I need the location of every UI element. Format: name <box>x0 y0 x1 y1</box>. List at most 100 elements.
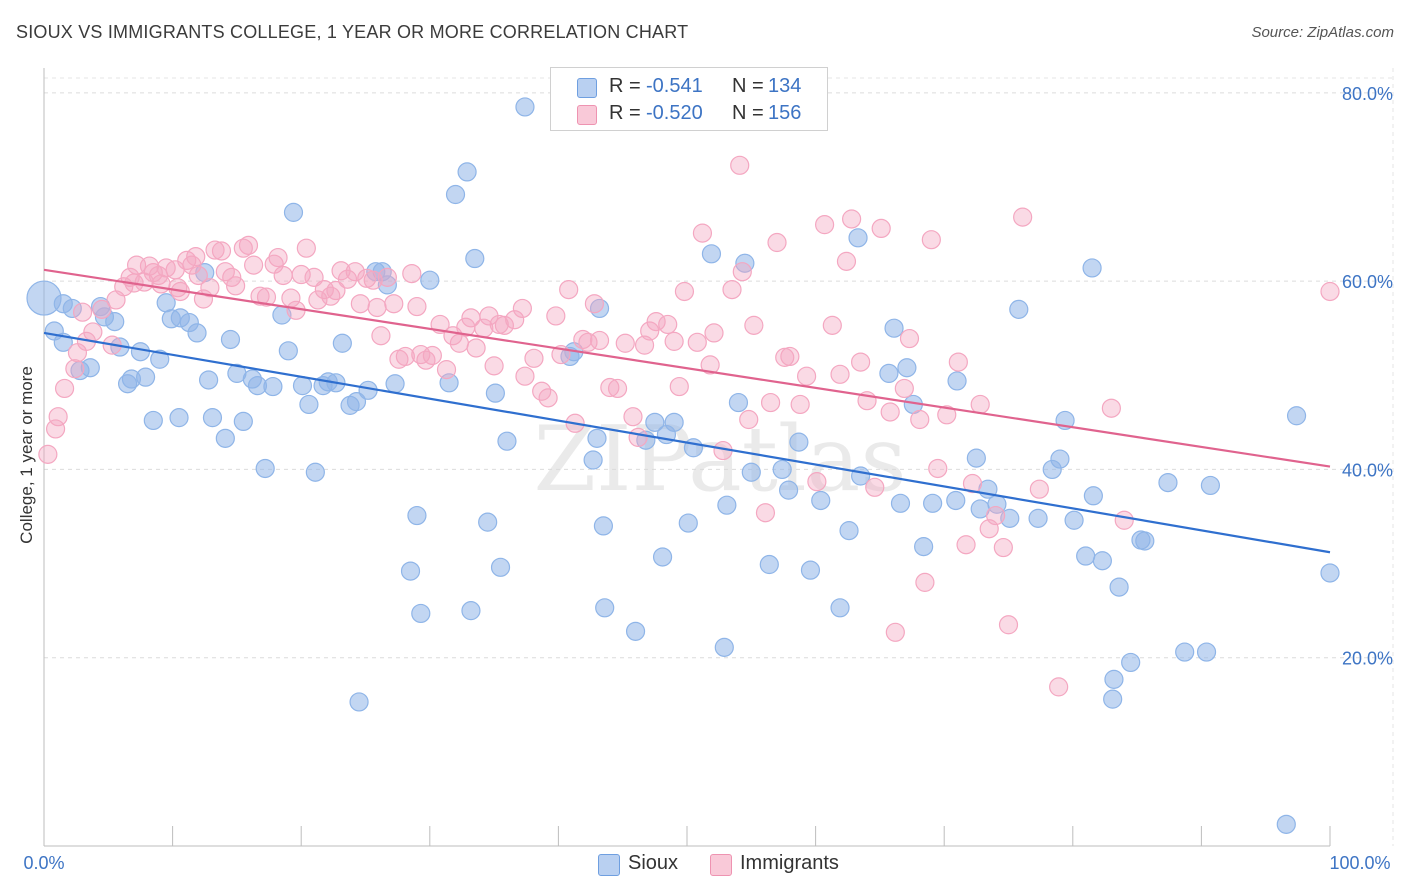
immigrants-point <box>1114 510 1134 530</box>
immigrants-point <box>244 255 264 275</box>
immigrants-point <box>1320 281 1340 302</box>
sioux-point <box>1000 508 1020 528</box>
sioux-point <box>1276 814 1296 834</box>
immigrants-point <box>1049 677 1069 697</box>
immigrants-point <box>304 267 324 287</box>
sioux-point <box>377 275 397 295</box>
immigrants-point <box>436 360 457 380</box>
immigrants-point <box>1029 479 1049 499</box>
sioux-point <box>1050 449 1070 469</box>
sioux-point <box>187 323 207 343</box>
immigrants-point <box>615 333 635 353</box>
sioux-point <box>445 184 466 205</box>
sioux-point <box>215 428 235 448</box>
n-label: N = <box>732 75 764 97</box>
sioux-point <box>593 516 614 536</box>
n-value-sioux: 134 <box>768 75 802 97</box>
immigrants-point <box>739 409 759 430</box>
immigrants-point <box>238 235 259 255</box>
immigrants-point <box>559 279 579 300</box>
immigrants-point <box>871 218 891 238</box>
y-axis-label: College, 1 year or more <box>17 366 36 544</box>
immigrants-point <box>188 265 208 286</box>
immigrants-point <box>830 364 850 384</box>
immigrants-point <box>851 352 871 372</box>
immigrants-point <box>807 472 827 492</box>
immigrants-point <box>1101 398 1121 418</box>
sioux-point <box>625 621 646 641</box>
immigrants-point <box>395 346 415 367</box>
immigrants-point <box>538 388 558 408</box>
sioux-point <box>1076 546 1096 566</box>
sioux-point <box>811 490 831 511</box>
x-tick-label: 0.0% <box>23 853 64 873</box>
immigrants-point <box>1013 207 1033 227</box>
immigrants-point <box>722 279 742 300</box>
immigrants-point <box>345 262 365 282</box>
sioux-point <box>717 495 737 515</box>
immigrants-point <box>796 366 817 386</box>
immigrants-point <box>962 473 983 494</box>
tick-labels: 20.0% 40.0% 60.0% 80.0% 0.0% 100.0% <box>23 84 1393 873</box>
sioux-point <box>1104 669 1124 689</box>
sioux-point <box>890 493 911 513</box>
immigrants-point <box>45 419 66 439</box>
immigrants-legend-label: Immigrants <box>740 852 839 874</box>
sioux-point <box>62 298 82 319</box>
immigrants-point <box>515 366 535 386</box>
sioux-point <box>80 358 100 378</box>
immigrants-point <box>65 359 85 379</box>
sioux-point <box>652 547 673 567</box>
sioux-point <box>1121 652 1141 673</box>
immigrants-point <box>669 376 689 397</box>
sioux-point <box>1028 508 1048 528</box>
immigrants-point <box>640 321 660 341</box>
sioux-point <box>407 505 427 526</box>
immigrants-point <box>407 296 427 317</box>
sioux-point <box>349 692 369 712</box>
sioux-point <box>420 270 440 290</box>
sioux-point <box>299 394 319 415</box>
sioux-point <box>897 358 917 378</box>
sioux-point <box>292 376 313 396</box>
immigrants-point <box>692 223 713 243</box>
sioux-point <box>946 490 966 511</box>
immigrants-point <box>402 263 422 284</box>
immigrants-point <box>584 294 605 314</box>
immigrants-point <box>83 322 103 342</box>
immigrants-point <box>836 251 857 271</box>
immigrants-point <box>842 209 862 229</box>
immigrants-point <box>865 477 885 497</box>
sioux-point <box>848 228 868 248</box>
sioux-point <box>683 438 704 458</box>
immigrants-point <box>607 378 628 399</box>
immigrants-point <box>296 238 316 258</box>
sioux-point <box>1320 563 1340 583</box>
sioux-point <box>583 450 603 470</box>
source-label: Source: ZipAtlas.com <box>1251 24 1394 41</box>
immigrants-point <box>422 345 442 366</box>
sioux-point <box>1103 689 1123 709</box>
sioux-trend-line <box>43 331 1331 554</box>
immigrants-point <box>704 323 724 343</box>
sioux-point <box>411 603 431 624</box>
immigrants-point <box>38 444 58 464</box>
immigrants-point <box>894 378 914 399</box>
sioux-point <box>497 431 517 451</box>
immigrants-point <box>449 333 469 353</box>
immigrants-point <box>658 314 678 335</box>
sioux-point <box>130 342 151 362</box>
immigrants-point <box>233 238 253 258</box>
sioux-point <box>1009 299 1029 319</box>
immigrants-point <box>755 503 776 523</box>
axes <box>43 68 1331 847</box>
immigrants-point <box>767 232 787 253</box>
immigrants-point <box>885 622 905 642</box>
y-tick-label: 20.0% <box>1342 649 1393 669</box>
immigrants-point <box>589 330 610 351</box>
immigrants-point <box>674 281 695 302</box>
immigrants-point <box>371 326 391 346</box>
sioux-point <box>278 341 298 361</box>
immigrants-point <box>732 262 752 282</box>
immigrants-point <box>899 328 920 349</box>
